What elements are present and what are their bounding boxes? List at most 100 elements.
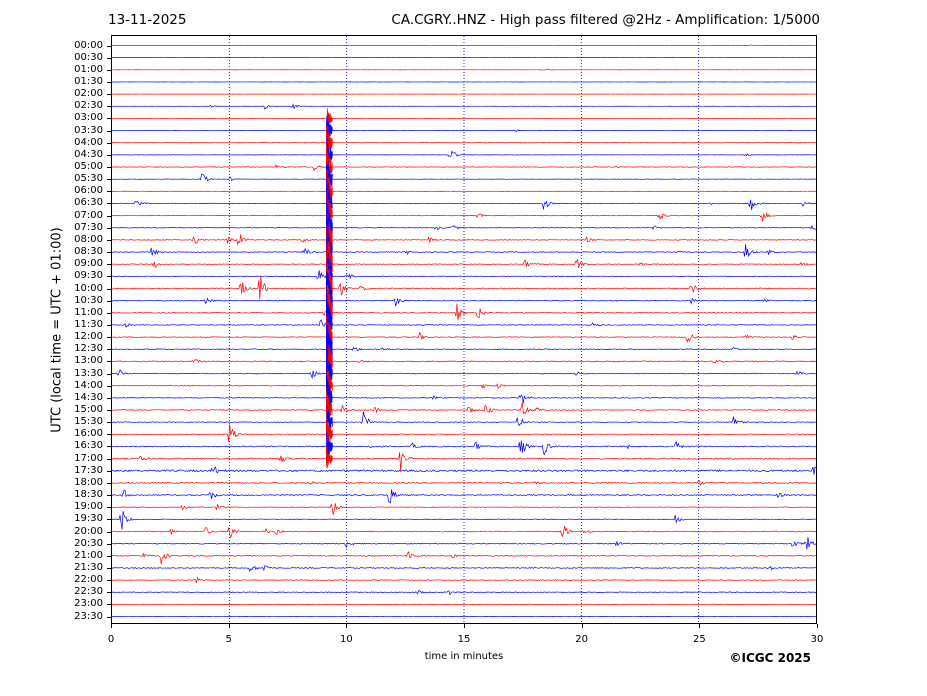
trace-0900 bbox=[112, 259, 816, 269]
y-tick-mark bbox=[107, 410, 111, 411]
trace-1830 bbox=[112, 489, 816, 504]
big-event-trace-1500 bbox=[326, 389, 333, 431]
trace-1930 bbox=[112, 511, 816, 530]
trace-1300 bbox=[112, 359, 816, 364]
row-label-0800: 08:00 bbox=[74, 233, 103, 245]
row-label-2330: 23:30 bbox=[74, 610, 103, 622]
y-tick-mark bbox=[107, 422, 111, 424]
row-label-1500: 15:00 bbox=[74, 404, 103, 415]
x-tick-mark bbox=[346, 624, 348, 628]
trace-2030 bbox=[112, 536, 816, 550]
y-tick-mark bbox=[107, 57, 111, 59]
row-label-0630: 06:30 bbox=[74, 197, 103, 209]
row-label-1100: 11:00 bbox=[74, 306, 103, 318]
y-tick-mark bbox=[107, 434, 111, 436]
y-tick-mark bbox=[107, 288, 111, 290]
y-tick-mark bbox=[107, 215, 111, 217]
trace-1030 bbox=[112, 297, 816, 307]
trace-1630 bbox=[112, 440, 816, 456]
row-label-1400: 14:00 bbox=[74, 379, 103, 391]
y-tick-mark bbox=[107, 592, 111, 594]
y-tick-mark bbox=[107, 300, 111, 302]
x-axis-label: time in minutes bbox=[424, 651, 504, 662]
y-tick-mark bbox=[107, 239, 111, 241]
trace-0330 bbox=[112, 129, 816, 133]
y-tick-mark bbox=[107, 580, 111, 582]
big-event-trace-0330 bbox=[326, 115, 333, 144]
row-label-1700: 17:00 bbox=[74, 452, 103, 464]
trace-0100 bbox=[112, 68, 816, 71]
big-event-trace-0830 bbox=[326, 214, 333, 274]
trace-1700 bbox=[112, 452, 816, 472]
trace-2130 bbox=[112, 565, 816, 573]
y-tick-mark bbox=[107, 555, 111, 557]
trace-1900 bbox=[112, 503, 816, 515]
trace-0530 bbox=[112, 173, 816, 182]
trace-2000 bbox=[112, 525, 816, 539]
y-tick-mark bbox=[107, 106, 111, 108]
trace-0730 bbox=[112, 224, 816, 231]
big-event-trace-1700 bbox=[326, 446, 333, 469]
row-label-1230: 12:30 bbox=[74, 343, 103, 355]
row-label-1930: 19:30 bbox=[74, 513, 103, 525]
y-tick-mark bbox=[107, 227, 111, 229]
row-label-1430: 14:30 bbox=[74, 391, 103, 403]
x-tick-mark bbox=[228, 624, 230, 628]
x-tick-label-15: 15 bbox=[457, 634, 471, 645]
y-tick-mark bbox=[107, 276, 111, 278]
trace-1500 bbox=[112, 402, 816, 415]
row-label-1530: 15:30 bbox=[74, 416, 103, 428]
y-tick-mark bbox=[107, 69, 111, 71]
y-tick-mark bbox=[107, 446, 111, 448]
trace-1530 bbox=[112, 411, 816, 427]
row-label-1200: 12:00 bbox=[74, 331, 103, 343]
row-label-1630: 16:30 bbox=[74, 440, 103, 452]
row-label-0100: 01:00 bbox=[74, 63, 103, 75]
trace-0700 bbox=[112, 212, 816, 222]
x-tick-mark bbox=[111, 624, 112, 628]
row-label-0400: 04:00 bbox=[74, 136, 103, 148]
row-label-0830: 08:30 bbox=[74, 246, 103, 258]
x-tick-mark bbox=[699, 624, 701, 628]
trace-1800 bbox=[112, 480, 816, 486]
row-label-2230: 22:30 bbox=[74, 586, 103, 598]
x-tick-label-5: 5 bbox=[225, 634, 232, 645]
y-tick-mark bbox=[107, 519, 111, 521]
y-tick-mark bbox=[107, 337, 111, 339]
y-tick-mark bbox=[107, 191, 111, 193]
y-tick-mark bbox=[107, 543, 111, 545]
trace-1730 bbox=[112, 466, 816, 475]
y-tick-mark bbox=[107, 142, 111, 144]
x-tick-label-10: 10 bbox=[339, 634, 353, 645]
y-tick-mark bbox=[107, 482, 111, 484]
row-label-0930: 09:30 bbox=[74, 270, 103, 282]
y-tick-mark bbox=[107, 94, 111, 96]
trace-1200 bbox=[112, 331, 816, 343]
trace-1330 bbox=[112, 369, 816, 380]
trace-0000 bbox=[112, 44, 816, 47]
row-label-0000: 00:00 bbox=[74, 39, 103, 51]
trace-2200 bbox=[112, 576, 816, 583]
x-tick-label-20: 20 bbox=[575, 634, 589, 645]
row-label-2130: 21:30 bbox=[74, 561, 103, 573]
trace-1130 bbox=[112, 319, 816, 328]
chart-title: CA.CGRY..HNZ - High pass filtered @2Hz -… bbox=[391, 12, 820, 28]
y-tick-mark bbox=[107, 567, 111, 569]
y-tick-mark bbox=[107, 507, 111, 509]
row-label-1800: 18:00 bbox=[74, 476, 103, 488]
trace-1000 bbox=[112, 275, 816, 300]
row-label-0730: 07:30 bbox=[74, 221, 103, 233]
y-tick-mark bbox=[107, 130, 111, 132]
x-tick-mark bbox=[817, 624, 818, 628]
row-label-0530: 05:30 bbox=[74, 173, 103, 185]
y-tick-mark bbox=[107, 312, 111, 314]
row-label-0600: 06:00 bbox=[74, 185, 103, 197]
row-label-0130: 01:30 bbox=[74, 75, 103, 87]
y-tick-mark bbox=[107, 203, 111, 205]
row-label-1330: 13:30 bbox=[74, 367, 103, 379]
row-label-2300: 23:00 bbox=[74, 598, 103, 610]
y-tick-mark bbox=[107, 324, 111, 326]
row-label-1900: 19:00 bbox=[74, 501, 103, 513]
trace-0830 bbox=[112, 244, 816, 258]
x-tick-mark bbox=[464, 624, 465, 628]
